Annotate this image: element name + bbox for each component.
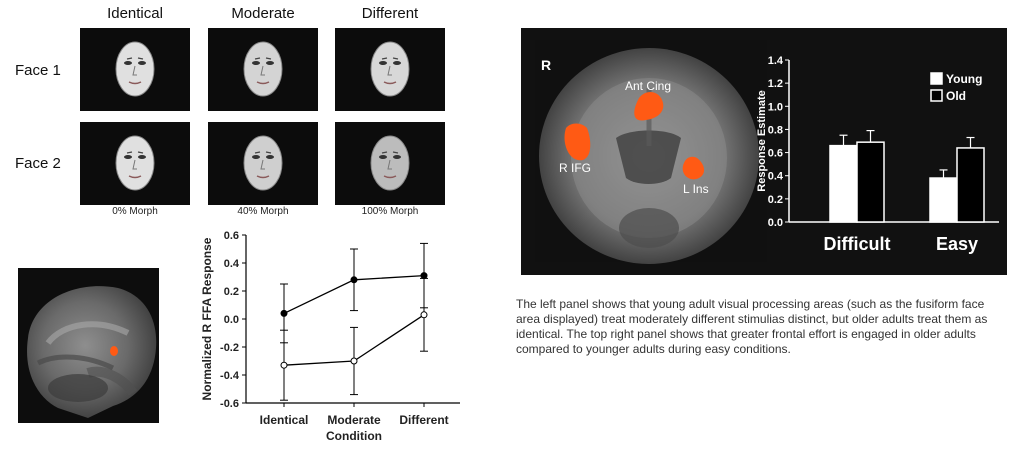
bar-chart-ytick-label: 0.8 (768, 124, 783, 136)
face-image (335, 122, 445, 205)
column-header-different: Different (361, 5, 419, 22)
response-bar-chart: 1.4 1.2 1.0 0.8 0.6 0.4 0.2 0.0 Response Estimat… (756, 55, 999, 254)
line-chart-ytick-label: -0.4 (220, 370, 240, 382)
legend-swatch-old (930, 89, 943, 102)
row-header-face-1: Face 1 (15, 62, 61, 79)
bar-young (929, 177, 958, 223)
figure-caption: The left panel shows that young adult vi… (516, 297, 988, 356)
legend-label-young: Young (946, 72, 982, 86)
l-ins-activation (682, 156, 705, 180)
line-point (420, 311, 428, 319)
morph-label-100: 100% Morph (361, 206, 419, 217)
face-image (80, 28, 190, 111)
line-chart-ytick-label: -0.6 (220, 398, 239, 410)
region-label-r-ifg: R IFG (559, 161, 591, 175)
face-image (80, 122, 190, 205)
line-chart-ytick-label: 0.2 (224, 286, 239, 298)
bar-chart-category-label: Easy (936, 234, 978, 254)
r-ifg-activation (564, 123, 591, 161)
line-chart-xlabel: Condition (326, 429, 382, 443)
bar-old (856, 141, 885, 223)
line-point (350, 276, 358, 284)
bar-young (829, 144, 858, 223)
line-chart-ylabel: Normalized R FFA Response (200, 237, 214, 400)
face-image (335, 28, 445, 111)
bar-chart-ytick-label: 1.4 (768, 55, 784, 67)
line-chart-ytick-label: 0.4 (224, 258, 240, 270)
line-chart-ytick-label: -0.2 (220, 342, 239, 354)
column-header-moderate: Moderate (231, 5, 295, 22)
region-label-ant-cing: Ant Cing (625, 79, 671, 93)
line-chart-ytick-label: 0.6 (224, 230, 239, 242)
face-image (208, 28, 318, 111)
row-header-face-2: Face 2 (15, 155, 61, 172)
bar-chart-ytick-label: 0.2 (768, 194, 783, 206)
bar-chart-ylabel: Response Estimate (756, 90, 768, 191)
line-point (420, 272, 428, 280)
face-image (208, 122, 318, 205)
line-chart-category-label: Different (399, 413, 448, 427)
ant-cing-activation (634, 92, 664, 121)
bar-chart-ytick-label: 1.0 (768, 101, 783, 113)
legend-swatch-young (930, 72, 943, 85)
bar-chart-ytick-label: 0.4 (768, 171, 784, 183)
line-point (280, 361, 288, 369)
sagittal-brain-image (18, 268, 159, 423)
ffa-activation-blob (110, 346, 118, 356)
line-chart-ytick-label: 0.0 (224, 314, 239, 326)
legend-label-old: Old (946, 89, 966, 103)
bar-chart-ytick-label: 1.2 (768, 78, 783, 90)
bar-chart-ytick-label: 0.0 (768, 217, 783, 229)
region-label-l-ins: L Ins (683, 182, 709, 196)
hemisphere-label: R (541, 57, 551, 73)
line-point (280, 309, 288, 317)
bar-chart-category-label: Difficult (824, 234, 891, 254)
line-chart-category-label: Identical (260, 413, 309, 427)
bar-old (956, 147, 985, 223)
line-point (350, 357, 358, 365)
line-chart-category-label: Moderate (327, 413, 381, 427)
bar-chart-ytick-label: 0.6 (768, 148, 783, 160)
morph-label-40: 40% Morph (237, 206, 289, 217)
coronal-panel: R Ant Cing R IFG L Ins 1.4 1.2 1.0 0.8 0.6 0.… (521, 28, 1007, 275)
ffa-line-chart: 0.6 0.4 0.2 0.0 -0.2 -0.4 -0.6 Identical Moderat… (198, 225, 468, 457)
column-header-identical: Identical (107, 5, 163, 22)
morph-label-0: 0% Morph (112, 206, 158, 217)
